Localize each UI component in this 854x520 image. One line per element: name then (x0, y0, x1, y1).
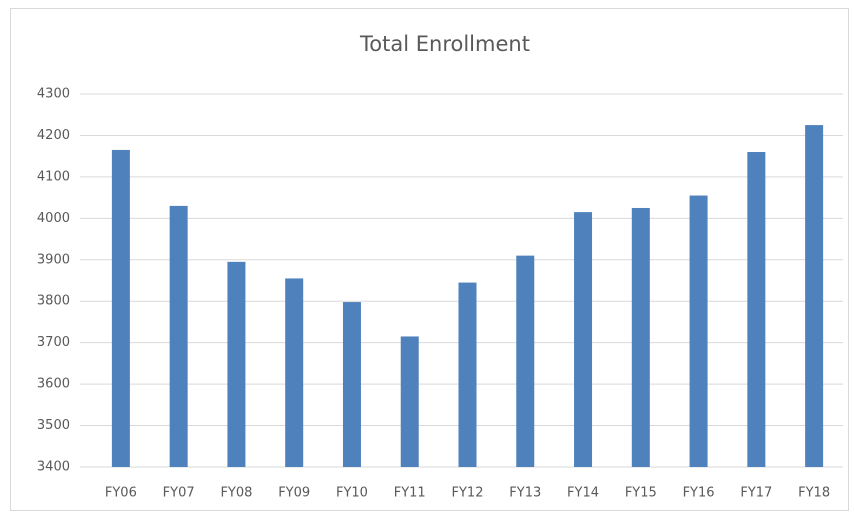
y-tick-label: 4000 (37, 211, 70, 226)
x-tick-label: FY18 (798, 486, 830, 501)
y-tick-label: 3500 (37, 418, 70, 433)
bar (342, 302, 361, 467)
x-tick-label: FY17 (740, 486, 772, 501)
y-tick-label: 3600 (37, 377, 70, 392)
y-tick-label: 4100 (37, 169, 70, 184)
x-tick-label: FY14 (567, 486, 599, 501)
y-tick-label: 3400 (37, 460, 70, 475)
bar (111, 149, 130, 467)
bar (285, 278, 304, 467)
bar (574, 212, 593, 467)
bar (227, 261, 246, 467)
y-tick-label: 3900 (37, 252, 70, 267)
x-tick-label: FY07 (163, 486, 195, 501)
bar (747, 152, 766, 467)
bar (805, 125, 824, 467)
y-tick-label: 4200 (37, 128, 70, 143)
bar (631, 207, 650, 467)
bar (169, 205, 188, 467)
bar (516, 255, 535, 467)
y-tick-label: 3700 (37, 335, 70, 350)
chart-title: Total Enrollment (359, 32, 530, 56)
y-tick-label: 3800 (37, 294, 70, 309)
x-tick-label: FY08 (220, 486, 252, 501)
bar (458, 282, 477, 467)
x-tick-label: FY06 (105, 486, 137, 501)
x-tick-label: FY16 (683, 486, 715, 501)
x-tick-label: FY09 (278, 486, 310, 501)
x-tick-label: FY11 (394, 486, 426, 501)
x-tick-label: FY10 (336, 486, 368, 501)
y-tick-label: 4300 (37, 87, 70, 102)
x-tick-label: FY12 (452, 486, 484, 501)
x-tick-label: FY13 (509, 486, 541, 501)
bar (689, 195, 708, 468)
bar (400, 336, 419, 467)
x-tick-label: FY15 (625, 486, 657, 501)
